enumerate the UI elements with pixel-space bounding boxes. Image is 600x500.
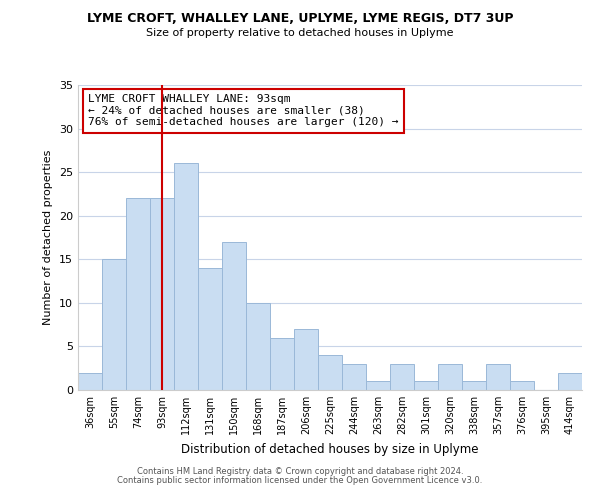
Y-axis label: Number of detached properties: Number of detached properties xyxy=(43,150,53,325)
Bar xyxy=(126,198,150,390)
Bar xyxy=(174,164,198,390)
Bar xyxy=(270,338,294,390)
Bar xyxy=(558,372,582,390)
Bar xyxy=(438,364,462,390)
Bar xyxy=(222,242,246,390)
Bar xyxy=(294,329,318,390)
Bar xyxy=(78,372,102,390)
Text: LYME CROFT WHALLEY LANE: 93sqm
← 24% of detached houses are smaller (38)
76% of : LYME CROFT WHALLEY LANE: 93sqm ← 24% of … xyxy=(88,94,398,128)
Bar xyxy=(486,364,510,390)
X-axis label: Distribution of detached houses by size in Uplyme: Distribution of detached houses by size … xyxy=(181,442,479,456)
Bar xyxy=(366,382,390,390)
Bar xyxy=(102,260,126,390)
Bar xyxy=(462,382,486,390)
Bar xyxy=(414,382,438,390)
Bar xyxy=(510,382,534,390)
Bar xyxy=(318,355,342,390)
Bar xyxy=(150,198,174,390)
Bar xyxy=(390,364,414,390)
Text: Size of property relative to detached houses in Uplyme: Size of property relative to detached ho… xyxy=(146,28,454,38)
Text: Contains HM Land Registry data © Crown copyright and database right 2024.: Contains HM Land Registry data © Crown c… xyxy=(137,467,463,476)
Text: Contains public sector information licensed under the Open Government Licence v3: Contains public sector information licen… xyxy=(118,476,482,485)
Bar xyxy=(246,303,270,390)
Text: LYME CROFT, WHALLEY LANE, UPLYME, LYME REGIS, DT7 3UP: LYME CROFT, WHALLEY LANE, UPLYME, LYME R… xyxy=(87,12,513,26)
Bar xyxy=(198,268,222,390)
Bar xyxy=(342,364,366,390)
